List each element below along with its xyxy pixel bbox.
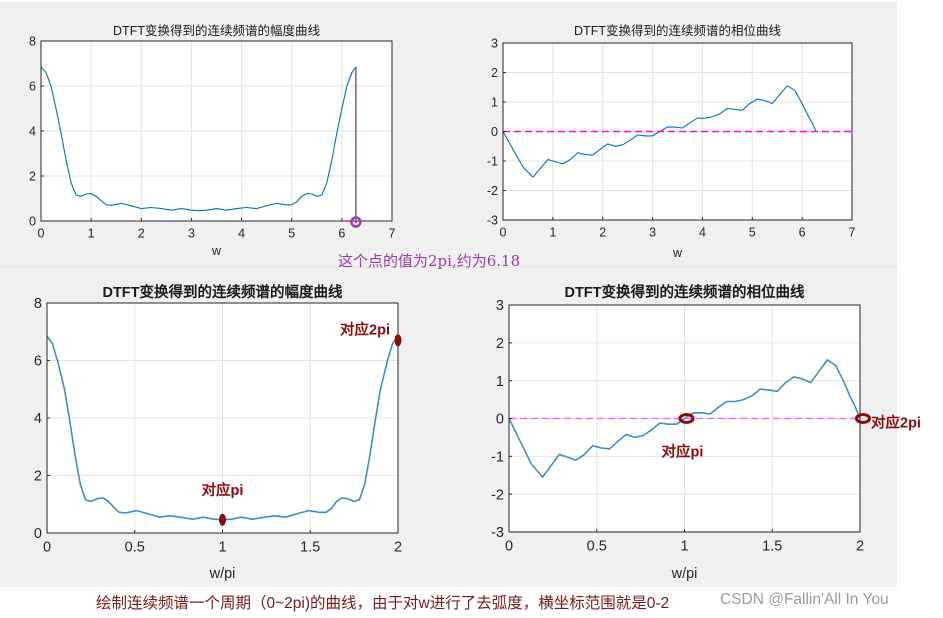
x-tick-label: 0 (500, 226, 507, 240)
y-tick-label: 1 (496, 374, 504, 390)
x-tick-label: 5 (749, 226, 756, 240)
annotation-top-note: 这个点的值为2pi,约为6.18 (338, 252, 521, 270)
x-tick-label: 2 (599, 226, 606, 240)
y-tick-label: 6 (34, 354, 42, 370)
x-tick-label: 1 (549, 226, 556, 240)
figure-caption: 绘制连续频谱一个周期（0~2pi)的曲线，由于对w进行了去弧度，横坐标范围就是0… (96, 595, 670, 612)
chart-title: DTFT变换得到的连续频谱的幅度曲线 (102, 283, 343, 301)
y-tick-label: -2 (487, 184, 498, 198)
y-tick-label: 3 (491, 37, 498, 51)
x-tick-label: 6 (338, 227, 345, 241)
chart-title: DTFT变换得到的连续频谱的相位曲线 (564, 283, 805, 301)
series-line (508, 359, 861, 478)
annotation-label: 对应pi (662, 443, 704, 461)
series-line (40, 66, 357, 212)
annotation-marker (855, 413, 871, 424)
y-tick-label: 6 (29, 80, 36, 94)
x-axis-label: w (211, 244, 222, 258)
x-tick-label: 5 (288, 227, 295, 241)
y-tick-label: 8 (29, 35, 36, 49)
x-tick-label: 7 (849, 226, 856, 240)
annotation-marker-circle (350, 216, 362, 228)
x-tick-label: 1.5 (762, 539, 782, 555)
chart-top-magnitude: 0 1 2 3 4 5 6 7 0 2 4 6 8 DTFT变换得到的连续频谱的幅度曲线 w (29, 23, 395, 258)
x-tick-label: 0 (38, 227, 45, 241)
watermark: CSDN @Fallin'All In You (720, 591, 889, 608)
y-tick-label: -1 (487, 155, 498, 169)
x-tick-label: 0.5 (125, 540, 145, 556)
chart-bottom-magnitude: 0 0.5 1 1.5 2 0 2 4 6 8 DTFT变换得到的连续频谱的幅度曲线 w/pi 对应pi… (34, 283, 402, 582)
y-tick-label: 4 (29, 125, 36, 139)
x-axis-label: w (672, 246, 683, 260)
x-tick-label: 0 (505, 539, 513, 555)
chart-bottom-phase: 0 0.5 1 1.5 2 -3 -2 -1 0 1 2 3 DTFT变换得到的连续频谱的相位曲线 w/p… (491, 283, 921, 582)
annotation-label: 对应2pi (871, 414, 921, 432)
series-line (502, 85, 817, 178)
x-tick-label: 6 (799, 226, 806, 240)
x-tick-label: 4 (238, 227, 245, 241)
y-tick-label: 0 (29, 215, 36, 229)
y-tick-label: 4 (34, 411, 42, 427)
x-tick-label: 2 (138, 227, 145, 241)
y-tick-label: -2 (491, 487, 504, 503)
y-tick-label: 2 (29, 170, 36, 184)
y-tick-label: 8 (34, 296, 42, 312)
y-tick-label: 0 (491, 125, 498, 139)
x-axis-label: w/pi (671, 566, 698, 582)
x-tick-label: 1 (680, 539, 688, 555)
x-tick-label: 1.5 (300, 540, 320, 556)
chart-title: DTFT变换得到的连续频谱的相位曲线 (574, 23, 781, 38)
annotation-label: 对应2pi (340, 320, 390, 338)
y-tick-label: 1 (491, 96, 498, 110)
annotation-label: 对应pi (202, 481, 244, 499)
x-tick-label: 0 (43, 540, 51, 556)
section-divider (0, 266, 897, 268)
y-tick-label: -3 (487, 214, 498, 228)
y-tick-label: 2 (491, 66, 498, 80)
annotation-marker (394, 334, 402, 347)
x-tick-label: 3 (188, 227, 195, 241)
x-tick-label: 2 (856, 539, 864, 555)
y-tick-label: -3 (491, 525, 504, 541)
x-tick-label: 1 (88, 227, 95, 241)
y-tick-label: -1 (491, 450, 504, 466)
annotation-marker (219, 513, 226, 526)
y-tick-label: 2 (496, 336, 504, 352)
y-tick-label: 3 (496, 298, 504, 314)
annotation-marker (678, 413, 695, 424)
x-tick-label: 0.5 (587, 539, 607, 555)
x-tick-label: 2 (394, 540, 402, 556)
y-tick-label: 2 (34, 469, 42, 485)
x-tick-label: 3 (649, 226, 656, 240)
x-tick-label: 4 (699, 226, 706, 240)
x-axis-label: w/pi (209, 566, 236, 582)
y-tick-label: 0 (496, 412, 504, 428)
chart-title: DTFT变换得到的连续频谱的幅度曲线 (113, 23, 320, 38)
x-tick-label: 1 (218, 540, 226, 556)
x-tick-label: 7 (389, 227, 396, 241)
y-tick-label: 0 (34, 526, 42, 542)
chart-top-phase: 0 1 2 3 4 5 6 7 -3 -2 -1 0 1 2 3 DTFT变换得到的连续频谱的相位曲线 w (487, 23, 856, 260)
